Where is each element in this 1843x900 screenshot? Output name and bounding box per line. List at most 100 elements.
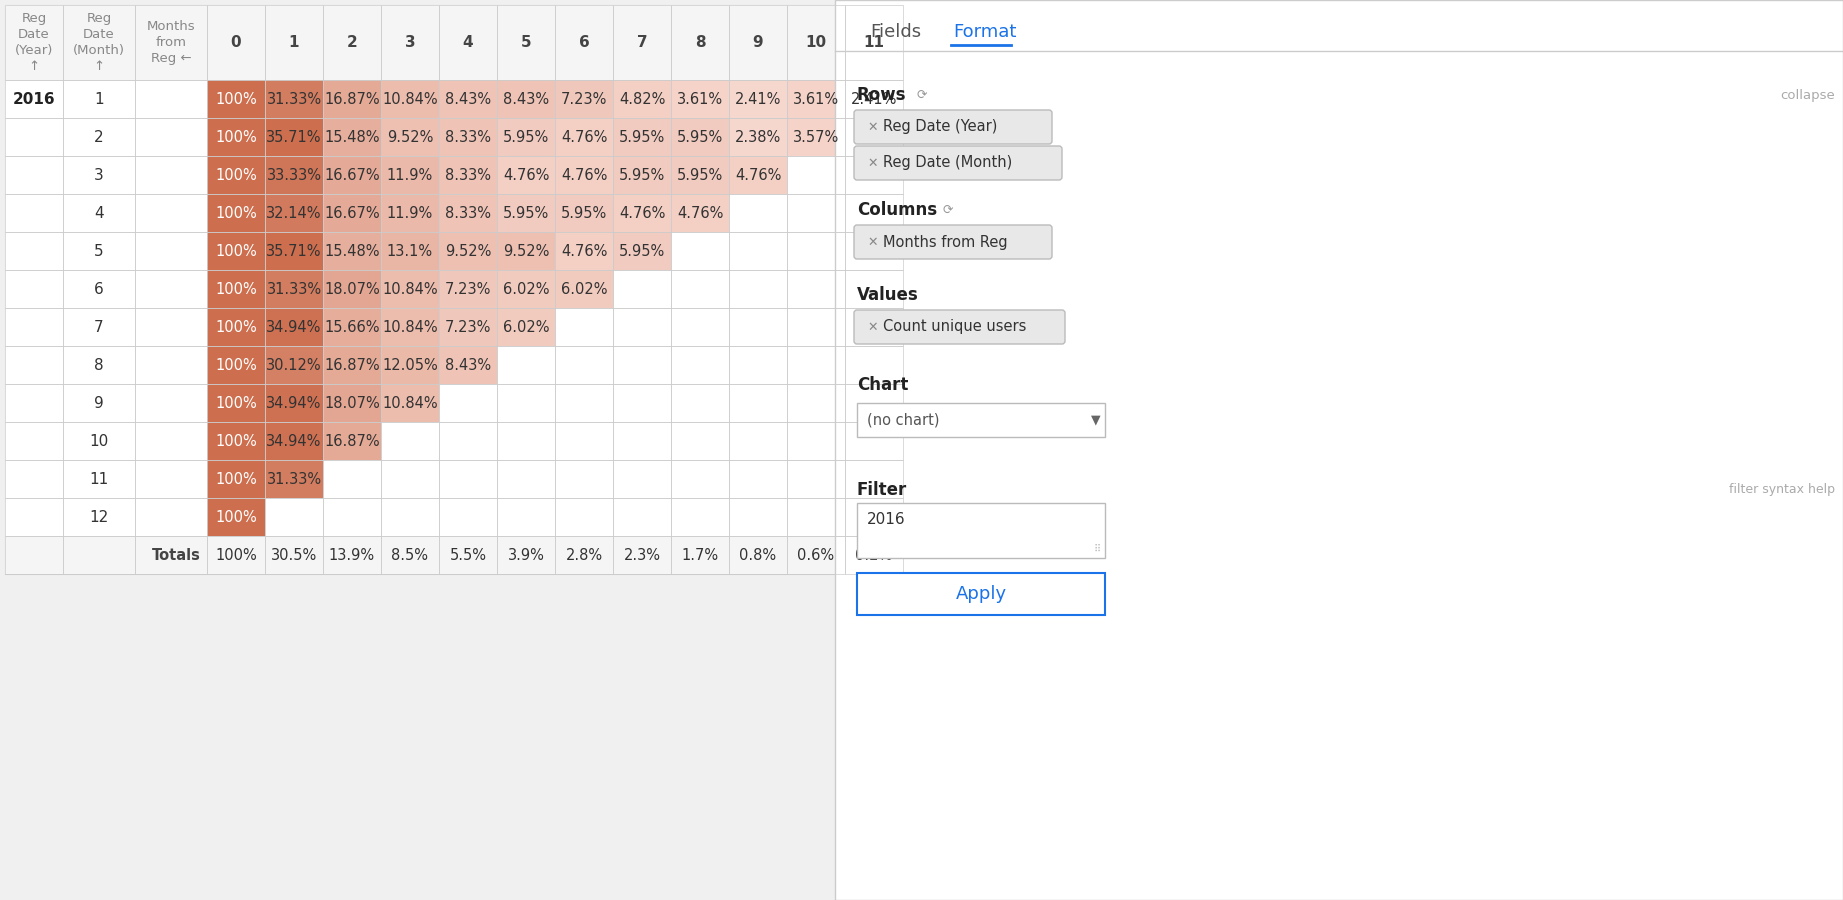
- Bar: [265, 384, 323, 422]
- Bar: [63, 308, 135, 346]
- Text: Rows: Rows: [857, 86, 907, 104]
- Bar: [63, 5, 135, 80]
- Bar: [498, 308, 555, 346]
- Text: ⟳: ⟳: [944, 203, 953, 217]
- Bar: [614, 232, 671, 270]
- Bar: [323, 156, 382, 194]
- Text: 4.76%: 4.76%: [560, 244, 606, 258]
- Bar: [6, 498, 63, 536]
- Bar: [787, 536, 844, 574]
- Bar: [555, 270, 614, 308]
- Bar: [265, 346, 323, 384]
- Bar: [844, 194, 903, 232]
- Text: Reg
Date
(Month)
↑: Reg Date (Month) ↑: [74, 12, 125, 73]
- Text: ⠿: ⠿: [1095, 544, 1100, 554]
- Bar: [206, 270, 265, 308]
- Bar: [730, 156, 787, 194]
- Text: 8.43%: 8.43%: [444, 357, 490, 373]
- Text: 5.95%: 5.95%: [676, 130, 722, 145]
- Bar: [63, 384, 135, 422]
- Bar: [439, 156, 498, 194]
- Bar: [63, 5, 135, 80]
- Text: 5.95%: 5.95%: [503, 205, 549, 220]
- Bar: [265, 118, 323, 156]
- Bar: [323, 80, 382, 118]
- Bar: [206, 232, 265, 270]
- Text: 1: 1: [94, 92, 103, 106]
- Bar: [498, 156, 555, 194]
- Bar: [135, 270, 206, 308]
- Bar: [555, 194, 614, 232]
- Text: 1: 1: [289, 35, 299, 50]
- Text: 4.76%: 4.76%: [503, 167, 549, 183]
- Bar: [135, 384, 206, 422]
- Bar: [382, 460, 439, 498]
- Bar: [671, 346, 730, 384]
- Text: 11: 11: [864, 35, 885, 50]
- Bar: [498, 194, 555, 232]
- Bar: [323, 118, 382, 156]
- Text: 0: 0: [230, 35, 241, 50]
- Text: 31.33%: 31.33%: [267, 92, 321, 106]
- Bar: [323, 308, 382, 346]
- Bar: [63, 536, 135, 574]
- Bar: [206, 460, 265, 498]
- Bar: [730, 308, 787, 346]
- Bar: [730, 422, 787, 460]
- Text: 16.87%: 16.87%: [324, 434, 380, 448]
- Text: Reg Date (Month): Reg Date (Month): [883, 156, 1012, 170]
- Text: 35.71%: 35.71%: [265, 244, 323, 258]
- Bar: [671, 270, 730, 308]
- Text: 3.57%: 3.57%: [792, 130, 839, 145]
- Bar: [498, 498, 555, 536]
- Text: 100%: 100%: [216, 434, 256, 448]
- FancyBboxPatch shape: [853, 146, 1062, 180]
- Text: 3: 3: [94, 167, 103, 183]
- Text: 4.82%: 4.82%: [619, 92, 665, 106]
- Bar: [555, 156, 614, 194]
- Bar: [439, 422, 498, 460]
- Text: Totals: Totals: [153, 547, 201, 562]
- Bar: [555, 422, 614, 460]
- Text: 4.76%: 4.76%: [619, 205, 665, 220]
- Bar: [135, 536, 206, 574]
- Text: 5.95%: 5.95%: [503, 130, 549, 145]
- Bar: [614, 118, 671, 156]
- Bar: [6, 194, 63, 232]
- Bar: [787, 308, 844, 346]
- Text: (no chart): (no chart): [866, 412, 940, 427]
- FancyBboxPatch shape: [853, 310, 1065, 344]
- Text: Reg Date (Year): Reg Date (Year): [883, 120, 997, 134]
- Bar: [671, 460, 730, 498]
- Bar: [323, 270, 382, 308]
- Bar: [63, 270, 135, 308]
- Bar: [730, 80, 787, 118]
- Bar: [555, 498, 614, 536]
- Bar: [498, 460, 555, 498]
- Bar: [135, 5, 206, 80]
- Bar: [439, 308, 498, 346]
- Bar: [787, 536, 844, 574]
- Bar: [614, 156, 671, 194]
- Text: 6.02%: 6.02%: [503, 282, 549, 296]
- Bar: [382, 384, 439, 422]
- Bar: [135, 460, 206, 498]
- Bar: [206, 156, 265, 194]
- Bar: [498, 5, 555, 80]
- Bar: [265, 346, 323, 384]
- Text: 31.33%: 31.33%: [267, 282, 321, 296]
- Text: 1.7%: 1.7%: [682, 547, 719, 562]
- Bar: [614, 536, 671, 574]
- Bar: [671, 536, 730, 574]
- Bar: [671, 5, 730, 80]
- Bar: [498, 194, 555, 232]
- Text: 12: 12: [88, 509, 109, 525]
- Bar: [323, 460, 382, 498]
- Bar: [498, 536, 555, 574]
- Text: 100%: 100%: [216, 92, 256, 106]
- Text: 100%: 100%: [216, 509, 256, 525]
- Bar: [265, 270, 323, 308]
- Bar: [614, 536, 671, 574]
- Text: 8.5%: 8.5%: [391, 547, 429, 562]
- Bar: [265, 422, 323, 460]
